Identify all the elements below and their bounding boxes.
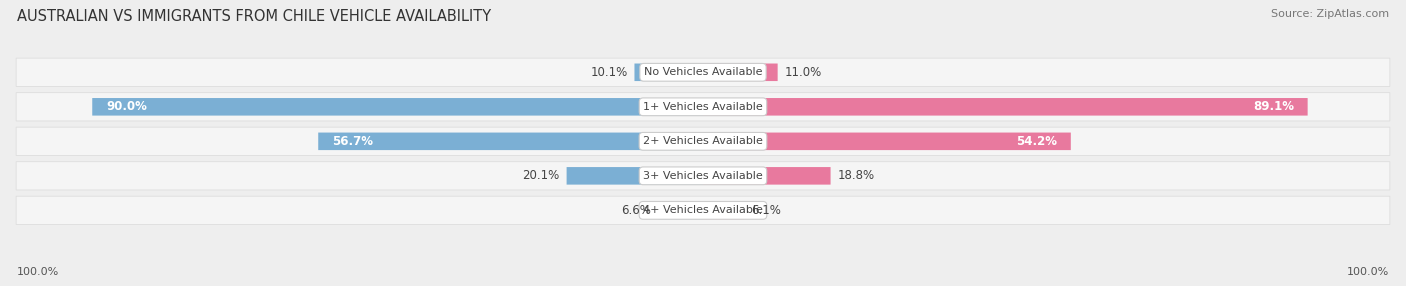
FancyBboxPatch shape — [15, 58, 1391, 86]
FancyBboxPatch shape — [703, 63, 778, 81]
FancyBboxPatch shape — [703, 132, 1071, 150]
FancyBboxPatch shape — [703, 202, 744, 219]
FancyBboxPatch shape — [15, 93, 1391, 121]
Text: 1+ Vehicles Available: 1+ Vehicles Available — [643, 102, 763, 112]
Text: 4+ Vehicles Available: 4+ Vehicles Available — [643, 205, 763, 215]
Text: 89.1%: 89.1% — [1253, 100, 1294, 113]
Text: 100.0%: 100.0% — [17, 267, 59, 277]
FancyBboxPatch shape — [15, 162, 1391, 190]
Text: 2+ Vehicles Available: 2+ Vehicles Available — [643, 136, 763, 146]
FancyBboxPatch shape — [15, 127, 1391, 156]
FancyBboxPatch shape — [318, 132, 703, 150]
Legend: Australian, Immigrants from Chile: Australian, Immigrants from Chile — [576, 282, 830, 286]
Text: AUSTRALIAN VS IMMIGRANTS FROM CHILE VEHICLE AVAILABILITY: AUSTRALIAN VS IMMIGRANTS FROM CHILE VEHI… — [17, 9, 491, 23]
FancyBboxPatch shape — [15, 196, 1391, 225]
Text: 54.2%: 54.2% — [1017, 135, 1057, 148]
Text: 3+ Vehicles Available: 3+ Vehicles Available — [643, 171, 763, 181]
Text: 20.1%: 20.1% — [523, 169, 560, 182]
Text: 100.0%: 100.0% — [1347, 267, 1389, 277]
FancyBboxPatch shape — [658, 202, 703, 219]
Text: 90.0%: 90.0% — [105, 100, 146, 113]
FancyBboxPatch shape — [703, 98, 1308, 116]
Text: No Vehicles Available: No Vehicles Available — [644, 67, 762, 77]
FancyBboxPatch shape — [634, 63, 703, 81]
Text: 18.8%: 18.8% — [838, 169, 875, 182]
FancyBboxPatch shape — [93, 98, 703, 116]
Text: Source: ZipAtlas.com: Source: ZipAtlas.com — [1271, 9, 1389, 19]
FancyBboxPatch shape — [567, 167, 703, 185]
Text: 11.0%: 11.0% — [785, 66, 821, 79]
Text: 10.1%: 10.1% — [591, 66, 627, 79]
FancyBboxPatch shape — [703, 167, 831, 185]
Text: 6.6%: 6.6% — [621, 204, 651, 217]
Text: 6.1%: 6.1% — [751, 204, 782, 217]
Text: 56.7%: 56.7% — [332, 135, 373, 148]
